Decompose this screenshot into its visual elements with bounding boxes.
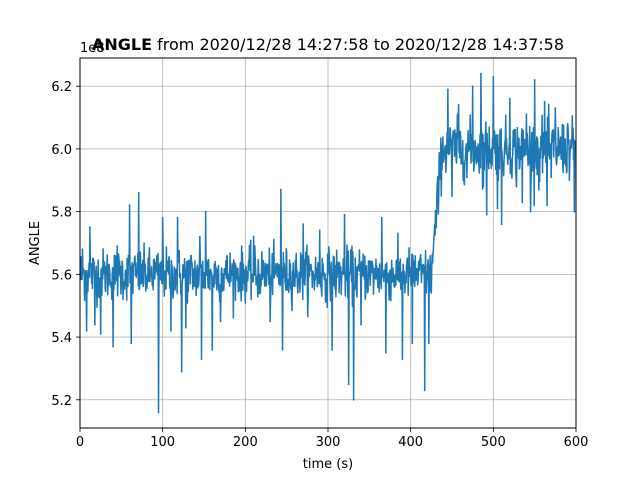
spike-point	[471, 85, 474, 88]
y-tick-label: 5.8	[51, 206, 72, 221]
spike-point	[269, 320, 272, 323]
spike-point	[550, 176, 553, 179]
spike-point	[537, 188, 540, 191]
spike-point	[411, 342, 414, 345]
spike-point	[546, 204, 548, 207]
y-tick-label: 5.4	[51, 331, 72, 346]
spike-point	[81, 248, 84, 251]
spike-point	[180, 370, 183, 373]
spike-point	[427, 342, 430, 345]
spike-point	[318, 229, 321, 232]
spike-point	[211, 348, 214, 351]
spike-point	[93, 323, 96, 326]
spike-point	[161, 217, 164, 219]
spike-point	[496, 207, 499, 210]
spike-point	[128, 204, 131, 207]
spike-point	[423, 389, 426, 392]
spike-point	[184, 326, 187, 329]
spike-point	[89, 226, 91, 229]
x-tick-label: 400	[398, 435, 423, 450]
spike-point	[360, 323, 362, 326]
x-tick-label: 0	[76, 435, 84, 450]
y-tick-label: 6.2	[51, 80, 72, 95]
x-tick-label: 300	[316, 435, 341, 450]
spike-point	[302, 223, 305, 226]
spike-point	[485, 213, 488, 216]
spike-point	[85, 329, 88, 332]
plot-area	[80, 72, 576, 414]
spike-point	[508, 97, 511, 100]
spike-point	[521, 201, 524, 204]
spike-point	[343, 213, 346, 216]
spike-point	[380, 217, 383, 219]
spike-point	[533, 79, 536, 81]
spike-point	[543, 100, 546, 103]
spike-point	[566, 122, 569, 125]
spike-point	[279, 188, 282, 191]
spike-point	[482, 185, 485, 188]
y-axis-label: ANGLE	[28, 221, 43, 265]
spike-point	[331, 348, 334, 351]
spike-point	[137, 191, 140, 194]
spike-point	[457, 104, 460, 106]
spike-point	[170, 329, 172, 332]
spike-point	[573, 210, 576, 213]
spike-point	[112, 345, 114, 348]
spike-point	[465, 176, 468, 179]
spike-point	[281, 348, 284, 351]
spike-point	[500, 223, 503, 226]
spike-point	[219, 320, 222, 323]
spike-point	[130, 342, 133, 345]
chart-title-bold: ANGLE	[92, 35, 152, 54]
offset-label: 1e8	[80, 41, 105, 56]
spike-point	[200, 358, 203, 360]
x-axis-label: time (s)	[303, 457, 353, 472]
spike-point	[480, 72, 482, 75]
x-tick-label: 500	[481, 435, 506, 450]
chart-title: ANGLE from 2020/12/28 14:27:58 to 2020/1…	[92, 35, 564, 54]
y-tick-label: 5.2	[51, 394, 72, 409]
spike-point	[99, 333, 102, 335]
spike-point	[529, 210, 532, 213]
spike-point	[515, 185, 518, 188]
spike-point	[384, 351, 387, 354]
y-tick-label: 6.0	[51, 143, 72, 158]
spike-point	[525, 113, 528, 116]
spike-point	[157, 411, 160, 414]
spike-point	[116, 245, 119, 248]
spike-point	[451, 195, 453, 197]
spike-point	[176, 217, 179, 219]
ticks: 0 100 200 300 400 500 600 5.2 5.4 5.6 5.8 6.0 6.2	[51, 80, 588, 450]
spike-point	[347, 383, 350, 386]
spike-point	[204, 210, 207, 213]
spike-point	[352, 398, 355, 401]
spike-point	[252, 235, 255, 238]
spike-point	[401, 358, 404, 360]
chart-title-rest: from 2020/12/28 14:27:58 to 2020/12/28 1…	[152, 35, 564, 54]
x-tick-label: 100	[150, 435, 175, 450]
spike-point	[492, 75, 495, 78]
spike-point	[554, 107, 557, 110]
spike-point	[446, 88, 449, 91]
spike-point	[198, 235, 201, 238]
y-tick-label: 5.6	[51, 268, 72, 283]
x-tick-label: 600	[564, 435, 589, 450]
x-tick-label: 200	[233, 435, 258, 450]
